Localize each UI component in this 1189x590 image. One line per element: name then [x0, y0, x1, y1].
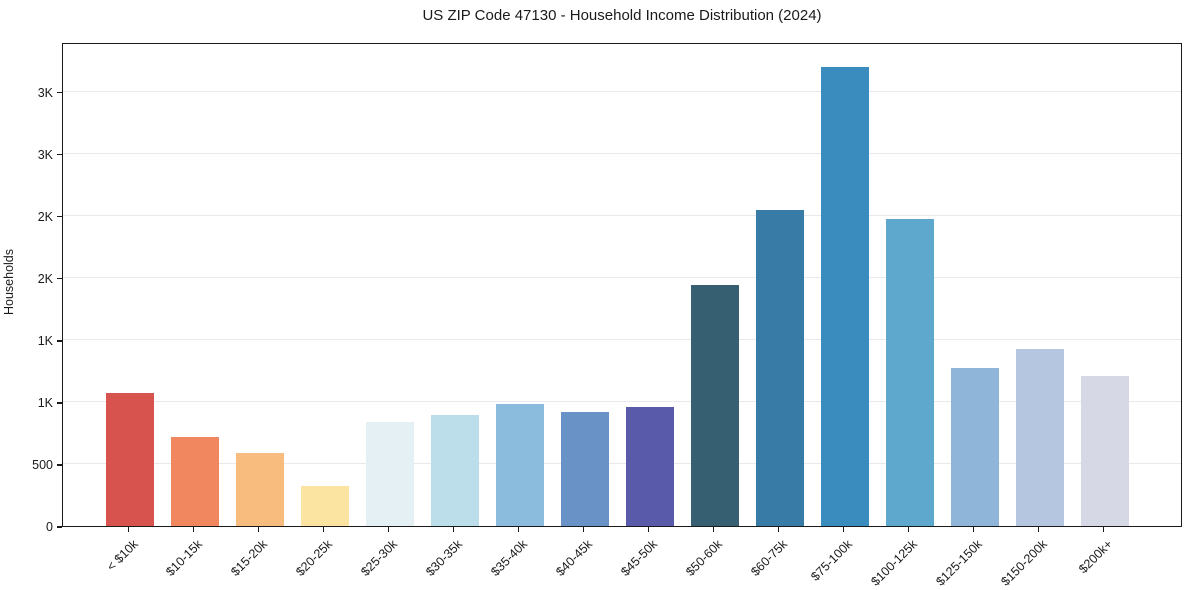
- x-tick-mark: [517, 527, 520, 532]
- gridline: [63, 276, 1181, 278]
- bar-$60-75k: [755, 209, 804, 526]
- bar-$10-15k: [170, 436, 219, 526]
- bar-$25-30k: [365, 422, 414, 526]
- x-tick-mark: [582, 527, 585, 532]
- x-tick-mark: [1037, 527, 1040, 532]
- y-tick-mark: [57, 216, 62, 218]
- x-tick-mark: [322, 527, 325, 532]
- bar-$20-25k: [300, 486, 349, 526]
- x-tick-mark: [972, 527, 975, 532]
- x-tick-mark: [712, 527, 715, 532]
- y-tick-label: 0: [46, 520, 53, 534]
- y-tick-label: 2K: [37, 209, 53, 224]
- chart-title: US ZIP Code 47130 - Household Income Dis…: [422, 7, 822, 24]
- x-tick-label: $125-150k: [933, 537, 986, 589]
- bar-$200k+: [1080, 375, 1129, 526]
- x-tick-mark: [777, 527, 780, 532]
- y-tick-mark: [57, 464, 62, 466]
- y-tick-label: 3K: [37, 147, 53, 162]
- y-tick-mark: [57, 153, 62, 156]
- y-tick-mark: [57, 340, 62, 342]
- bar-$40-45k: [560, 411, 609, 526]
- gridline: [63, 90, 1181, 92]
- x-tick-mark: [452, 527, 455, 532]
- x-tick-label: $50-60k: [683, 537, 726, 579]
- x-tick-label: $45-50k: [618, 537, 661, 579]
- x-tick-label: $60-75k: [748, 537, 791, 579]
- x-tick-mark: [387, 527, 390, 532]
- x-tick-label: $35-40k: [488, 537, 531, 579]
- x-tick-mark: [192, 527, 195, 532]
- y-tick-label: 1K: [37, 395, 53, 410]
- x-tick-mark: [842, 527, 845, 532]
- x-tick-label: $150-200k: [998, 537, 1051, 589]
- bar-$100-125k: [885, 219, 934, 526]
- bar-$30-35k: [430, 414, 479, 526]
- bar-$50-60k: [690, 285, 739, 526]
- bar-$15-20k: [235, 452, 284, 526]
- bar-$75-100k: [820, 66, 869, 526]
- y-tick-mark: [57, 91, 62, 94]
- x-tick-mark: [127, 527, 130, 532]
- y-tick-label: 500: [32, 457, 53, 472]
- x-tick-label: < $10k: [103, 537, 141, 574]
- gridline: [63, 214, 1181, 216]
- x-tick-label: $30-35k: [423, 537, 466, 579]
- y-tick-mark: [57, 278, 62, 280]
- x-tick-mark: [257, 527, 260, 532]
- x-tick-label: $200k+: [1076, 537, 1116, 577]
- y-tick-label: 1K: [37, 333, 53, 348]
- x-tick-label: $25-30k: [358, 537, 401, 579]
- x-tick-label: $15-20k: [228, 537, 271, 579]
- plot-area: [62, 43, 1182, 527]
- y-tick-mark: [57, 402, 62, 404]
- gridline: [63, 462, 1181, 464]
- y-tick-mark: [57, 526, 62, 528]
- x-tick-label: $10-15k: [163, 537, 206, 579]
- bar-$125-150k: [950, 367, 999, 526]
- y-tick-label: 2K: [37, 271, 53, 286]
- x-tick-label: $40-45k: [553, 537, 596, 579]
- bar-$150-200k: [1015, 348, 1064, 526]
- x-tick-label: $20-25k: [293, 537, 336, 579]
- bar-$45-50k: [625, 407, 674, 526]
- x-tick-label: $100-125k: [868, 537, 921, 589]
- x-tick-mark: [1102, 527, 1105, 532]
- gridline: [63, 338, 1181, 340]
- x-tick-mark: [647, 527, 650, 532]
- bar-$35-40k: [495, 403, 544, 526]
- x-tick-label: $75-100k: [808, 537, 856, 584]
- y-tick-label: 3K: [37, 85, 53, 100]
- gridline: [63, 152, 1181, 154]
- gridline: [63, 400, 1181, 402]
- x-tick-mark: [907, 527, 910, 532]
- bar-< $10k: [105, 393, 154, 526]
